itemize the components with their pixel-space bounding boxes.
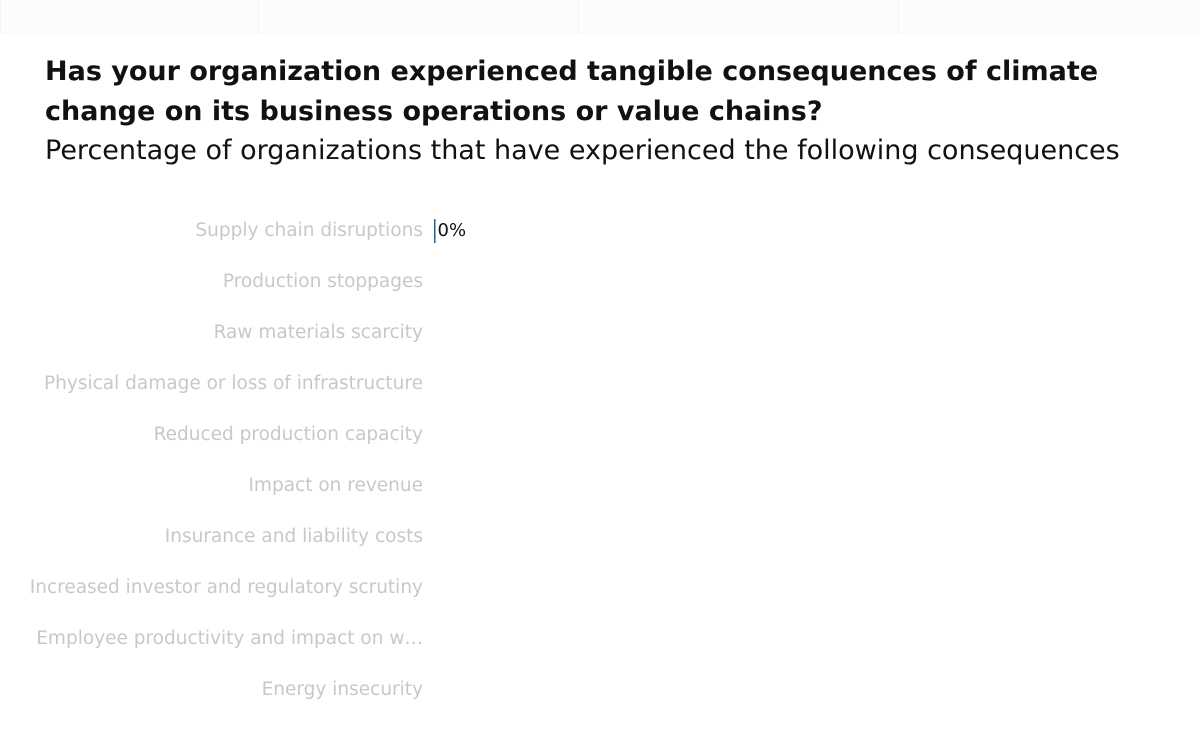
- top-strip-segment: [0, 0, 259, 34]
- value-label: 0%: [438, 220, 467, 241]
- top-strip-segment: [898, 0, 1200, 34]
- chart-heading: Has your organization experienced tangib…: [45, 52, 1165, 170]
- category-label: Reduced production capacity: [154, 424, 423, 445]
- category-label: Supply chain disruptions: [195, 220, 423, 241]
- category-label: Physical damage or loss of infrastructur…: [44, 373, 423, 394]
- top-strip-segment: [578, 0, 899, 34]
- category-label: Employee productivity and impact on w…: [36, 628, 423, 649]
- category-label: Production stoppages: [223, 271, 423, 292]
- category-label: Insurance and liability costs: [165, 526, 423, 547]
- category-label: Increased investor and regulatory scruti…: [30, 577, 423, 598]
- chart-title: Has your organization experienced tangib…: [45, 56, 1099, 127]
- chart-subtitle: Percentage of organizations that have ex…: [45, 135, 1120, 166]
- bar[interactable]: [434, 219, 436, 243]
- category-label: Energy insecurity: [262, 679, 423, 700]
- category-label: Raw materials scarcity: [214, 322, 423, 343]
- top-strip-segment: [258, 0, 579, 34]
- category-label: Impact on revenue: [248, 475, 423, 496]
- top-strip: [0, 0, 1200, 34]
